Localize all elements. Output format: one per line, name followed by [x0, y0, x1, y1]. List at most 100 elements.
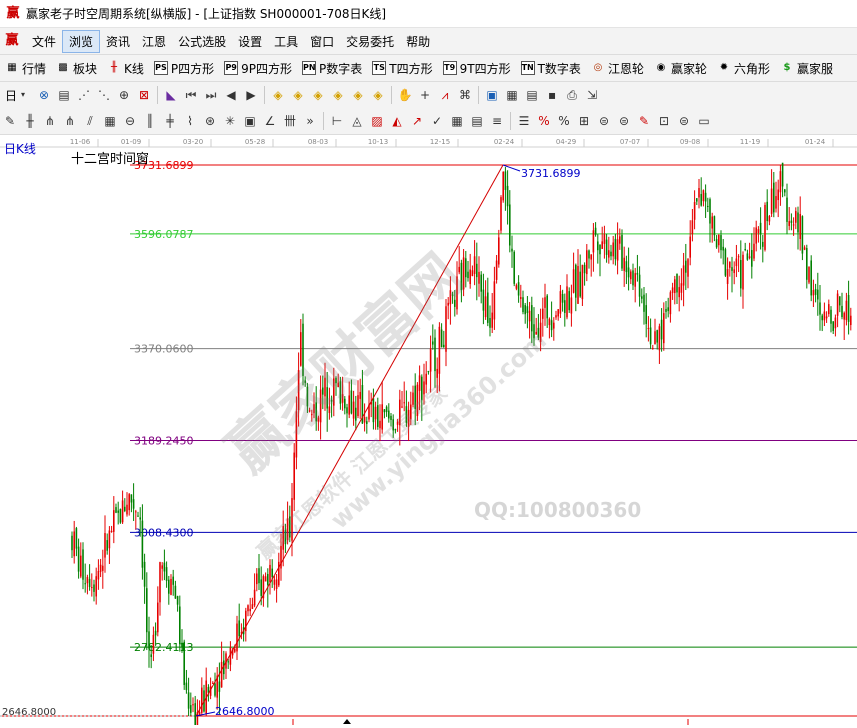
calendar-icon[interactable]: ▣	[486, 88, 498, 102]
diamond-3-icon[interactable]: ◈	[313, 88, 323, 102]
coin-icon[interactable]: ⊜	[598, 114, 610, 128]
fib-table-icon[interactable]: ▤	[471, 114, 483, 128]
hatch-icon[interactable]: ▨	[371, 114, 383, 128]
menu-trade[interactable]: 交易委托	[346, 34, 395, 49]
diamond-2-icon[interactable]: ◈	[293, 88, 303, 102]
save-icon[interactable]: ▪	[547, 88, 557, 102]
diamond-4-icon[interactable]: ◈	[333, 88, 343, 102]
toolbar-winner-wheel-button[interactable]: ◉ 赢家轮	[649, 57, 712, 79]
chart-up-icon[interactable]: ⋰	[78, 88, 91, 102]
check-icon[interactable]: ✓	[431, 114, 443, 128]
star-icon[interactable]: ✳	[224, 114, 236, 128]
pattern-icon[interactable]: ⊠	[138, 88, 150, 102]
candle-body	[319, 389, 322, 423]
zoom-icon[interactable]: ⊗	[38, 88, 50, 102]
toolbar-9p-square-button[interactable]: P9 9P四方形	[219, 57, 297, 79]
menu-help[interactable]: 帮助	[406, 34, 431, 49]
list-icon[interactable]: ☰	[518, 114, 530, 128]
menu-settings[interactable]: 设置	[238, 34, 263, 49]
gann-box-icon[interactable]: ⊞	[578, 114, 590, 128]
table-icon[interactable]: ▦	[451, 114, 463, 128]
bars-icon[interactable]: ║	[146, 114, 154, 128]
more-icon[interactable]: »	[306, 114, 314, 128]
menu-browse[interactable]: 浏览	[62, 29, 101, 53]
toolbar-t-square-button[interactable]: TS T四方形	[367, 57, 437, 79]
trend-icon[interactable]: ⩘	[441, 88, 449, 102]
tally-icon[interactable]: 卌	[283, 114, 296, 128]
menu-formula[interactable]: 公式选股	[178, 34, 227, 49]
doc-icon[interactable]: ▤	[58, 88, 70, 102]
circle-target-icon[interactable]: ⊛	[204, 114, 216, 128]
diamond-5-icon[interactable]: ◈	[353, 88, 363, 102]
step-forward-icon[interactable]: ▶	[246, 88, 256, 102]
period-selector[interactable]: 日 ▾	[0, 84, 34, 106]
menu-logo-icon[interactable]: 赢	[5, 33, 19, 48]
pitchfork-icon[interactable]: ⊢	[331, 114, 343, 128]
hand-icon[interactable]: ✋	[397, 88, 413, 102]
candle-body	[751, 250, 753, 267]
diamond-1-icon[interactable]: ◈	[273, 88, 283, 102]
tag-icon[interactable]: ⌘	[459, 88, 472, 102]
zigzag-icon[interactable]: ⌇	[187, 114, 193, 128]
arrow-icon[interactable]: ↗	[411, 114, 423, 128]
gann-fan-1-icon[interactable]: ⋔	[44, 114, 56, 128]
ellipse-icon[interactable]: ⊖	[124, 114, 136, 128]
print-icon[interactable]: ⎙	[567, 88, 577, 102]
toolbar-hexagon-button[interactable]: ✹ 六角形	[712, 57, 775, 79]
box-icon[interactable]: ▣	[244, 114, 256, 128]
chart-down-icon[interactable]: ⋱	[98, 88, 111, 102]
toolbar-sector-button[interactable]: ▩ 板块	[51, 57, 102, 79]
gann-square-icon[interactable]: ⊡	[658, 114, 670, 128]
candle-body	[759, 222, 762, 235]
gann-fan-2-icon[interactable]: ⋔	[64, 114, 76, 128]
pen-red-icon[interactable]: ✎	[638, 114, 650, 128]
menu-info[interactable]: 资讯	[106, 34, 131, 49]
cursor-icon[interactable]: ⊕	[118, 88, 130, 102]
chart-canvas[interactable]: 11-06 01-09 03-20 05-28 08-03 10-13 12-15 02-24…	[0, 135, 857, 728]
candle-body	[282, 526, 284, 550]
candle-body	[71, 535, 73, 551]
coin-up-icon[interactable]: ⊜	[618, 114, 630, 128]
percent-icon[interactable]: %	[558, 114, 570, 128]
cross-bars-icon[interactable]: ╪	[166, 114, 174, 128]
trend-line[interactable]	[195, 164, 504, 717]
flag-icon[interactable]: ◣	[166, 88, 176, 102]
toolbar-t-number-table-button[interactable]: TN T数字表	[516, 57, 586, 79]
memo-icon[interactable]: ▤	[526, 88, 538, 102]
export-icon[interactable]: ⇲	[586, 88, 598, 102]
step-back-icon[interactable]: ◀	[226, 88, 236, 102]
candle-body	[231, 649, 234, 656]
toolbar-dollar-button[interactable]: $ 赢家服	[775, 57, 838, 79]
percent-mark-icon[interactable]: %	[538, 114, 550, 128]
fan-icon[interactable]: ⫽	[87, 114, 93, 128]
candle-body	[509, 204, 511, 246]
cone-icon[interactable]: ◭	[392, 114, 402, 128]
crosshair-icon[interactable]: +	[419, 88, 431, 102]
stripes-icon[interactable]: ≡	[491, 114, 503, 128]
candle-body	[845, 300, 848, 321]
coin-down-icon[interactable]: ⊜	[678, 114, 690, 128]
skip-first-icon[interactable]: ⏮	[185, 88, 197, 102]
angle-icon[interactable]: ∠	[264, 114, 276, 128]
hline-icon[interactable]: ╫	[26, 114, 34, 128]
candle-body	[403, 402, 405, 404]
toolbar-p-number-table-button[interactable]: PN P数字表	[297, 57, 367, 79]
toolbar-9t-square-button[interactable]: T9 9T四方形	[438, 57, 516, 79]
diamond-6-icon[interactable]: ◈	[373, 88, 383, 102]
menu-tools[interactable]: 工具	[274, 34, 299, 49]
menu-gann[interactable]: 江恩	[142, 34, 167, 49]
triangle-icon[interactable]: ◬	[352, 114, 362, 128]
kline-chart[interactable]: 11-06 01-09 03-20 05-28 08-03 10-13 12-15 02-24…	[0, 135, 857, 728]
skip-last-icon[interactable]: ⏭	[205, 88, 217, 102]
menu-window[interactable]: 窗口	[310, 34, 335, 49]
menu-file[interactable]: 文件	[32, 34, 57, 49]
toolbar-candlestick-button[interactable]: ╫ K线	[102, 57, 149, 79]
pen-icon[interactable]: ✎	[4, 114, 16, 128]
toolbar-p-square-button[interactable]: PS P四方形	[149, 57, 219, 79]
toolbar-quote-grid-button[interactable]: ▦ 行情	[0, 57, 51, 79]
candle-body	[258, 568, 260, 584]
calculator-icon[interactable]: ▦	[506, 88, 518, 102]
rect-icon[interactable]: ▭	[698, 114, 710, 128]
grid-icon[interactable]: ▦	[104, 114, 116, 128]
toolbar-gann-wheel-button[interactable]: ◎ 江恩轮	[586, 57, 649, 79]
